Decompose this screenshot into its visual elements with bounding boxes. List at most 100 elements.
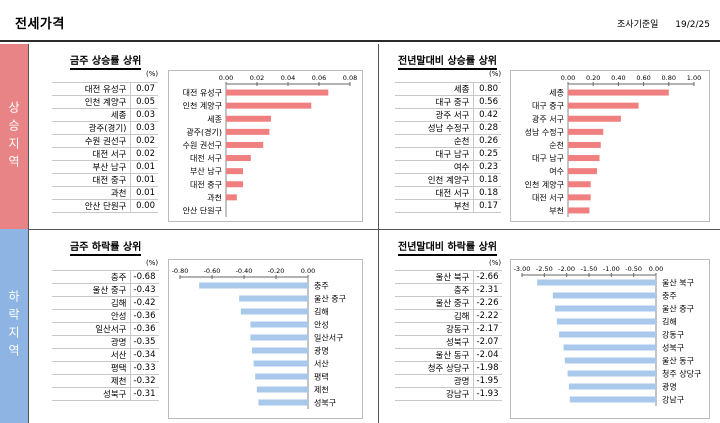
unit-label: (%) [146, 70, 159, 78]
bar [563, 344, 656, 351]
table-row: 충주 -0.68 [52, 270, 159, 284]
region-name: 김해 [395, 309, 474, 323]
rate-value: 0.18 [473, 173, 501, 187]
tick-label: -0.20 [268, 267, 285, 275]
table-row: 대전 중구 0.01 [52, 173, 158, 187]
bar-category-label: 울산 중구 [662, 304, 694, 314]
region-name: 서산 [52, 348, 131, 362]
rate-value: -2.66 [473, 270, 502, 284]
bar [537, 279, 656, 286]
tick-label: -2.00 [558, 265, 575, 273]
bar-category-label: 일산서구 [314, 333, 343, 343]
rate-value: -2.04 [473, 348, 502, 362]
region-name: 광명 [395, 374, 474, 388]
region-name: 울산 동구 [395, 348, 474, 362]
table-row: 안성 -0.36 [52, 309, 159, 323]
tick-label: -0.60 [204, 267, 221, 275]
bar [226, 128, 270, 135]
region-name: 여수 [395, 160, 474, 174]
table-row: 수원 권선구 0.02 [52, 134, 158, 148]
rate-value: 0.17 [473, 199, 501, 213]
rate-value: 0.01 [130, 173, 158, 187]
region-name: 인천 계양구 [395, 173, 474, 187]
bar [568, 115, 621, 122]
bar [226, 194, 237, 201]
table-row: 인천 계양구 0.05 [52, 95, 158, 109]
region-name: 안산 단원구 [52, 199, 131, 213]
falling-regions-band: 하락지역 [0, 229, 28, 423]
bar-category-label: 제천 [314, 385, 329, 395]
region-name: 성북구 [52, 387, 131, 401]
rate-value: -1.95 [473, 374, 502, 388]
rate-value: 0.03 [130, 121, 158, 135]
bar-category-label: 부산 남구 [190, 166, 222, 176]
bar-category-label: 인천 계양구 [183, 101, 222, 111]
tick-label: -0.80 [172, 267, 189, 275]
table-row: 강동구 -2.17 [395, 322, 502, 336]
bar [568, 89, 669, 96]
table-row: 울산 중구 -2.26 [395, 296, 502, 310]
bar [568, 128, 604, 135]
region-name: 일산서구 [52, 322, 131, 336]
bar-chart: -3.00 -2.50 -2.00 -1.50 -1.00 -0.50 0.00 울산 북구충… [510, 259, 710, 419]
table-row: 성북구 -0.31 [52, 387, 159, 401]
tick-label: 0.04 [281, 74, 295, 82]
table-row: 울산 중구 -0.43 [52, 283, 159, 297]
region-name: 대구 남구 [395, 147, 474, 161]
rate-value: -0.42 [130, 296, 159, 310]
tick-label: -1.50 [581, 265, 598, 273]
table-row: 서산 -0.34 [52, 348, 159, 362]
unit-label: (%) [489, 259, 502, 267]
bar-category-label: 대구 중구 [532, 102, 564, 111]
region-name: 충주 [395, 283, 474, 297]
table-row: 광명 -1.95 [395, 374, 502, 388]
bar-category-label: 광주 서구 [532, 114, 564, 124]
chart-frame [510, 259, 710, 419]
bar [559, 331, 656, 338]
region-name: 성남 수정구 [395, 121, 474, 135]
region-name: 대전 서구 [52, 147, 131, 161]
bar-category-label: 세종 [549, 89, 564, 98]
bar [555, 305, 656, 312]
rate-value: 0.25 [473, 147, 501, 161]
tick-label: 0.20 [586, 74, 600, 82]
bar-category-label: 울산 중구 [314, 294, 346, 304]
bar-category-label: 평택 [314, 372, 329, 382]
tick-label: 0.60 [636, 74, 650, 82]
table-row: 성남 수정구 0.28 [395, 121, 501, 135]
tick-label: 0.40 [611, 74, 625, 82]
table-row: 울산 동구 -2.04 [395, 348, 502, 362]
rate-value: 0.00 [130, 199, 158, 213]
rate-value: 0.01 [130, 186, 158, 200]
table-row: 충주 -2.31 [395, 283, 502, 297]
bar-category-label: 대전 유성구 [183, 88, 222, 98]
rate-value: 0.05 [130, 95, 158, 109]
table-row: 청주 상당구 -1.98 [395, 361, 502, 375]
chart-title: 전년말대비 하락률 상위 [398, 238, 497, 256]
bar [255, 373, 308, 380]
rising-regions-label: 상승지역 [6, 100, 21, 173]
rate-value: 0.26 [473, 134, 501, 148]
rate-value: -0.35 [130, 335, 159, 349]
table-row: 세종 0.80 [395, 82, 501, 96]
rate-value: 0.80 [473, 82, 501, 96]
rate-value: -0.36 [130, 322, 159, 336]
bar [568, 194, 591, 201]
bar-category-label: 성북구 [662, 344, 684, 353]
bar-category-label: 울산 동구 [662, 356, 694, 366]
bar-category-label: 순천 [549, 140, 564, 150]
tick-label: 0.08 [343, 74, 357, 82]
bar [226, 141, 264, 148]
table-row: 평택 -0.33 [52, 361, 159, 375]
table-row: 대구 중구 0.56 [395, 95, 501, 109]
region-name: 울산 북구 [395, 270, 474, 284]
region-name: 광주(경기) [52, 121, 131, 135]
region-name: 부산 남구 [52, 160, 131, 174]
bar [564, 357, 656, 364]
table-row: 대전 유성구 0.07 [52, 82, 158, 96]
table-row: 광주 서구 0.42 [395, 108, 501, 122]
bar-category-label: 인천 계양구 [525, 179, 564, 189]
tick-label: -3.00 [514, 265, 531, 273]
